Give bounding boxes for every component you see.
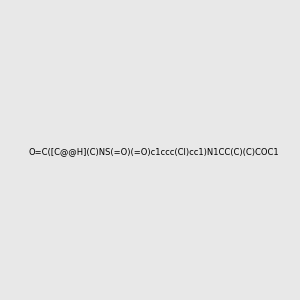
Text: O=C([C@@H](C)NS(=O)(=O)c1ccc(Cl)cc1)N1CC(C)(C)COC1: O=C([C@@H](C)NS(=O)(=O)c1ccc(Cl)cc1)N1CC… [28,147,279,156]
